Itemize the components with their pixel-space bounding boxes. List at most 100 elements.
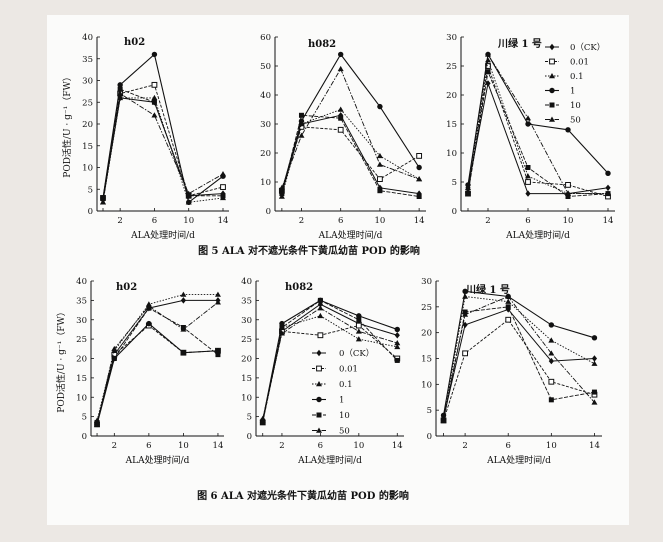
data-point xyxy=(355,328,362,334)
data-point xyxy=(317,301,323,308)
y-tick-label: 5 xyxy=(452,178,457,188)
chart-panel-2: 0 10 20 30 40 50 60 2 6 10 14 h082 ALA处理时间/d xyxy=(260,33,426,241)
data-point xyxy=(298,112,304,118)
y-tick-label: 15 xyxy=(446,120,457,130)
data-point xyxy=(394,357,400,363)
data-point xyxy=(377,176,383,182)
y-tick-label: 15 xyxy=(76,374,87,384)
data-point xyxy=(591,389,597,395)
figure-caption: 图 6 ALA 对遮光条件下黄瓜幼苗 POD 的影响 xyxy=(197,489,409,502)
data-point xyxy=(605,170,611,176)
legend-marker xyxy=(549,43,555,51)
panel-title: h02 xyxy=(124,37,145,48)
data-point xyxy=(279,320,285,327)
x-tick-label: 2 xyxy=(299,216,304,226)
y-tick-label: 30 xyxy=(241,316,252,326)
data-point xyxy=(180,349,187,356)
data-point xyxy=(356,313,362,319)
x-tick-label: 6 xyxy=(525,216,530,226)
data-point xyxy=(337,106,344,112)
data-point xyxy=(100,199,106,205)
chart-panel-4: 0 5 10 15 20 25 30 35 40 2 6 10 14 h02 ALA处理时间/d xyxy=(76,277,224,466)
legend-marker xyxy=(549,102,555,108)
data-point xyxy=(337,51,344,58)
y-tick-label: 40 xyxy=(76,277,87,287)
data-point xyxy=(337,65,344,72)
data-point xyxy=(117,82,123,88)
x-tick-label: 6 xyxy=(506,441,511,451)
data-point xyxy=(591,335,598,341)
y-tick-label: 20 xyxy=(82,120,93,130)
series-line-6 xyxy=(102,92,224,203)
data-point xyxy=(298,132,305,138)
legend-label: 1 xyxy=(570,87,575,97)
series-line-1 xyxy=(467,81,609,195)
y-tick-label: 40 xyxy=(241,277,252,287)
data-point xyxy=(525,173,531,179)
series-line-3 xyxy=(467,60,608,195)
legend-label: 0（CK） xyxy=(570,42,605,53)
legend-label: 10 xyxy=(570,101,581,111)
data-point xyxy=(462,321,468,329)
data-point xyxy=(440,414,447,421)
y-tick-label: 10 xyxy=(76,393,87,403)
series-line-4 xyxy=(102,53,224,204)
series-line-1 xyxy=(96,299,218,423)
x-tick-label: 10 xyxy=(353,441,364,451)
x-tick-label: 10 xyxy=(183,216,194,226)
legend-label: 0.1 xyxy=(570,72,584,82)
data-point xyxy=(279,325,285,330)
data-point xyxy=(180,297,187,304)
data-point xyxy=(394,332,400,339)
data-point xyxy=(441,418,447,423)
legend-label: 1 xyxy=(339,396,344,406)
data-point xyxy=(525,121,531,127)
data-point xyxy=(485,69,491,75)
figure-caption: 图 5 ALA 对不遮光条件下黄瓜幼苗 POD 的影响 xyxy=(198,244,420,257)
y-tick-label: 30 xyxy=(82,77,93,87)
data-point xyxy=(416,153,423,159)
y-tick-label: 15 xyxy=(82,142,93,152)
data-point xyxy=(565,182,571,188)
legend-label: 0（CK） xyxy=(339,348,374,359)
legend-label: 10 xyxy=(339,411,350,421)
data-point xyxy=(278,184,285,190)
y-tick-label: 30 xyxy=(421,277,432,287)
data-point xyxy=(505,316,512,323)
series-line-2 xyxy=(467,65,609,197)
legend: 0（CK） 0.01 0.1 1 10 50 xyxy=(312,348,374,437)
data-point xyxy=(356,317,362,323)
x-tick-label: 2 xyxy=(462,441,467,451)
y-tick-label: 5 xyxy=(247,413,252,423)
legend-label: 0.01 xyxy=(339,365,358,375)
data-point xyxy=(591,355,598,362)
series-line-5 xyxy=(467,70,609,197)
x-tick-label: 14 xyxy=(414,216,425,226)
y-tick-label: 25 xyxy=(421,303,432,313)
data-point xyxy=(591,399,598,405)
x-axis-title: ALA处理时间/d xyxy=(505,229,570,241)
chart-panel-3: 0 5 10 15 20 25 30 2 6 10 14 川绿 1 号 ALA处理时间/d 0（CK） 0.… xyxy=(446,33,615,241)
data-point xyxy=(180,291,187,297)
legend-label: 50 xyxy=(570,116,581,126)
data-point xyxy=(525,179,531,185)
data-point xyxy=(117,86,123,92)
data-point xyxy=(145,303,152,309)
legend-marker xyxy=(316,427,322,433)
y-tick-label: 0 xyxy=(427,432,432,442)
y-tick-label: 10 xyxy=(241,393,252,403)
y-tick-label: 10 xyxy=(446,149,457,159)
legend-marker xyxy=(316,396,322,403)
data-point xyxy=(151,51,158,58)
data-point xyxy=(525,165,531,170)
series-line-2 xyxy=(262,325,398,423)
x-tick-label: 10 xyxy=(546,441,557,451)
series-line-5 xyxy=(96,307,219,423)
data-point xyxy=(185,190,192,196)
x-tick-label: 14 xyxy=(213,441,224,451)
data-point xyxy=(548,350,555,356)
data-point xyxy=(548,337,555,343)
data-point xyxy=(548,397,554,403)
y-tick-label: 50 xyxy=(260,62,271,72)
